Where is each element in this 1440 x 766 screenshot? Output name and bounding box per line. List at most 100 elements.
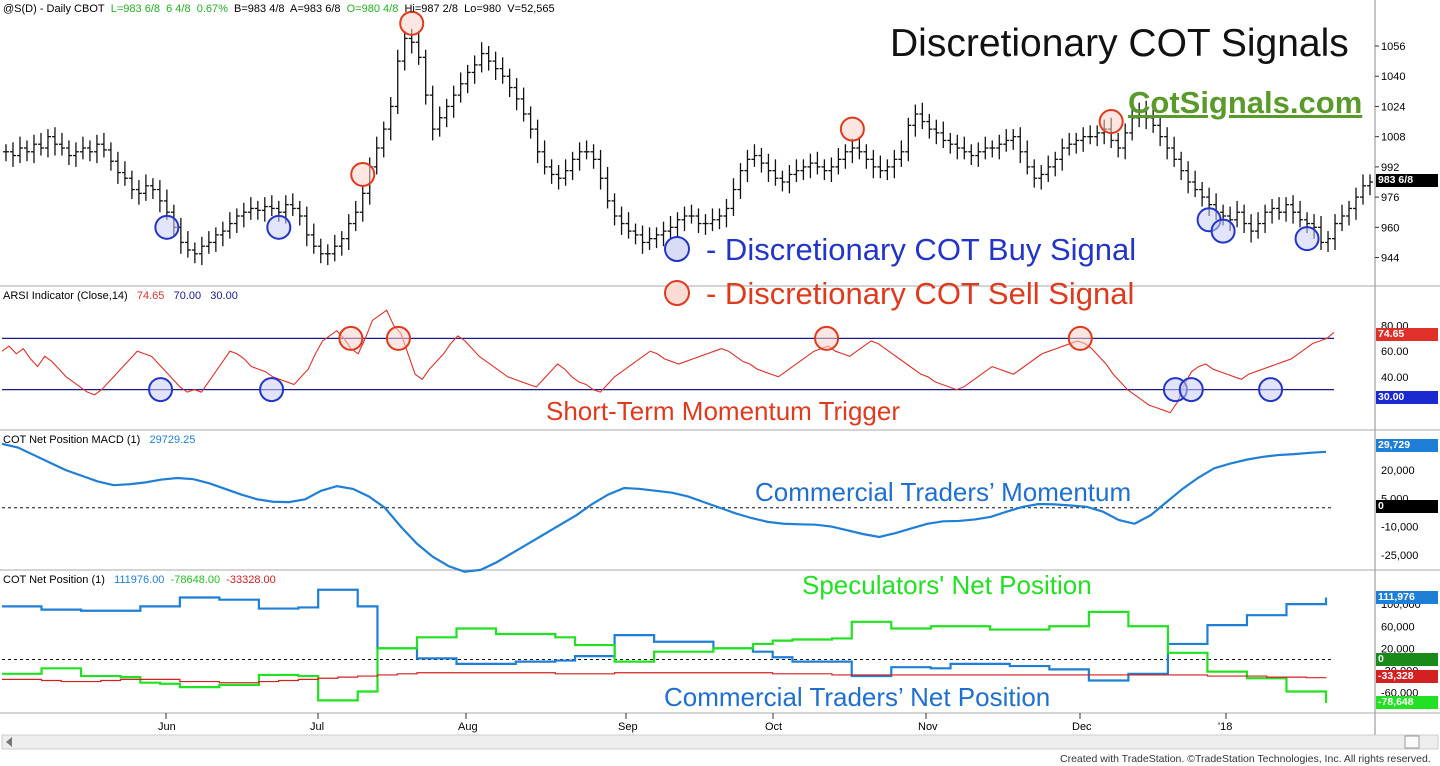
price-bar (1066, 132, 1073, 156)
price-bar (912, 104, 919, 137)
price-bar (828, 157, 835, 182)
price-bar (128, 170, 135, 199)
net-line-small (2, 672, 1327, 684)
footer-credit: Created with TradeStation. ©TradeStation… (1060, 753, 1431, 765)
price-bar (51, 127, 58, 156)
price-bar (527, 106, 534, 139)
last-price: L=983 6/8 (110, 3, 160, 15)
price-bar (660, 221, 667, 247)
price-bar (422, 49, 429, 105)
net-pane-title: COT Net Position (1) 111976.00 -78648.00… (3, 574, 276, 586)
price-bar (667, 216, 674, 239)
symbol-header: @S(D) - Daily CBOT L=983 6/8 6 4/8 0.67%… (3, 3, 555, 15)
buy-legend-label: - Discretionary COT Buy Signal (706, 232, 1137, 267)
sell-legend: - Discretionary COT Sell Signal (664, 276, 1134, 312)
price-bar (1024, 140, 1031, 175)
arsi-lower: 30.00 (210, 290, 238, 302)
price-bar (1136, 102, 1143, 128)
price-bar (240, 202, 247, 228)
price-bar (436, 106, 443, 137)
price-bar (905, 117, 912, 162)
sell-signal-marker (338, 325, 364, 351)
price-bar (1185, 161, 1192, 194)
price-bar (100, 132, 107, 158)
x-tick-label: Dec (1072, 721, 1092, 733)
price-bar (1199, 182, 1206, 207)
price-bar (86, 140, 93, 162)
macd-value: 29729.25 (149, 434, 196, 446)
net-commercial-badge: 111,976 (1376, 591, 1438, 604)
x-axis: Jun Jul Aug Sep Oct Nov Dec '18 (158, 713, 1232, 733)
price-bar (1164, 127, 1171, 160)
price-bar (58, 132, 65, 156)
price-bar (415, 30, 422, 65)
price-pane (3, 10, 1373, 266)
scrollbar-thumb (1404, 735, 1420, 749)
macd-tick-label: -10,000 (1381, 522, 1418, 534)
price-bar (499, 57, 506, 84)
price-bar (1122, 123, 1129, 160)
price-bar (618, 206, 625, 235)
price-bar (373, 136, 380, 175)
commercial-momentum-annotation: Commercial Traders’ Momentum (755, 477, 1132, 507)
price-bar (625, 212, 632, 239)
price-bar (555, 165, 562, 190)
price-bar (457, 72, 464, 103)
price-bar (1332, 214, 1339, 250)
price-bar (1346, 200, 1353, 226)
price-bar (478, 42, 485, 73)
price-bar (345, 214, 352, 250)
price-bar (548, 159, 555, 184)
arsi-upper: 70.00 (173, 290, 202, 302)
price-bar (1290, 195, 1297, 224)
brand-link[interactable]: CotSignals.com (1128, 85, 1363, 120)
x-tick-label: '18 (1218, 721, 1232, 733)
price-bar (1353, 187, 1360, 220)
price-bar (1234, 200, 1241, 228)
x-tick-label: Oct (765, 721, 782, 733)
price-bar (982, 136, 989, 160)
x-tick-label: Jul (310, 721, 324, 733)
buy-signal-marker (154, 214, 180, 240)
price-bar (751, 144, 758, 167)
price-bar (1241, 204, 1248, 233)
net-speculators-value: -78648.00 (170, 574, 221, 586)
price-bar (590, 144, 597, 169)
price-bar (1276, 197, 1283, 220)
x-tick-label: Nov (918, 721, 938, 733)
horizontal-scrollbar[interactable] (1, 734, 1439, 750)
net-title: COT Net Position (1) (3, 574, 105, 586)
price-bar (989, 140, 996, 158)
price-bar (219, 221, 226, 247)
price-bar (1171, 136, 1178, 167)
x-tick-label: Sep (618, 721, 638, 733)
price-bar (1031, 159, 1038, 188)
buy-signal-marker (266, 214, 292, 240)
net-position-pane (2, 588, 1334, 703)
price-bar (562, 159, 569, 186)
net-speculators-badge: -78,648 (1376, 696, 1438, 709)
arsi-pane-title: ARSI Indicator (Close,14) 74.65 70.00 30… (3, 290, 238, 302)
price-bar (1115, 132, 1122, 158)
sell-legend-label: - Discretionary COT Sell Signal (706, 276, 1135, 311)
price-bar (940, 121, 947, 148)
buy-signal-marker (1294, 226, 1320, 252)
price-bar (688, 204, 695, 224)
price-bar (394, 49, 401, 114)
price-bar (37, 132, 44, 156)
price-bar (709, 208, 716, 232)
price-bar (338, 231, 345, 256)
net-tick-label: 20,000 (1381, 643, 1415, 655)
price-bar (1360, 174, 1367, 205)
price-bar (856, 136, 863, 160)
price-bar (576, 142, 583, 171)
volume: V=52,565 (507, 3, 555, 15)
price-bar (1045, 155, 1052, 182)
price-bar (765, 153, 772, 182)
price-bar (492, 51, 499, 80)
price-bar (261, 197, 268, 222)
price-bar (730, 178, 737, 216)
macd-pane (1, 442, 1334, 573)
price-tick-label: 1024 (1381, 101, 1405, 113)
net-small-badge: -33,328 (1376, 670, 1438, 683)
